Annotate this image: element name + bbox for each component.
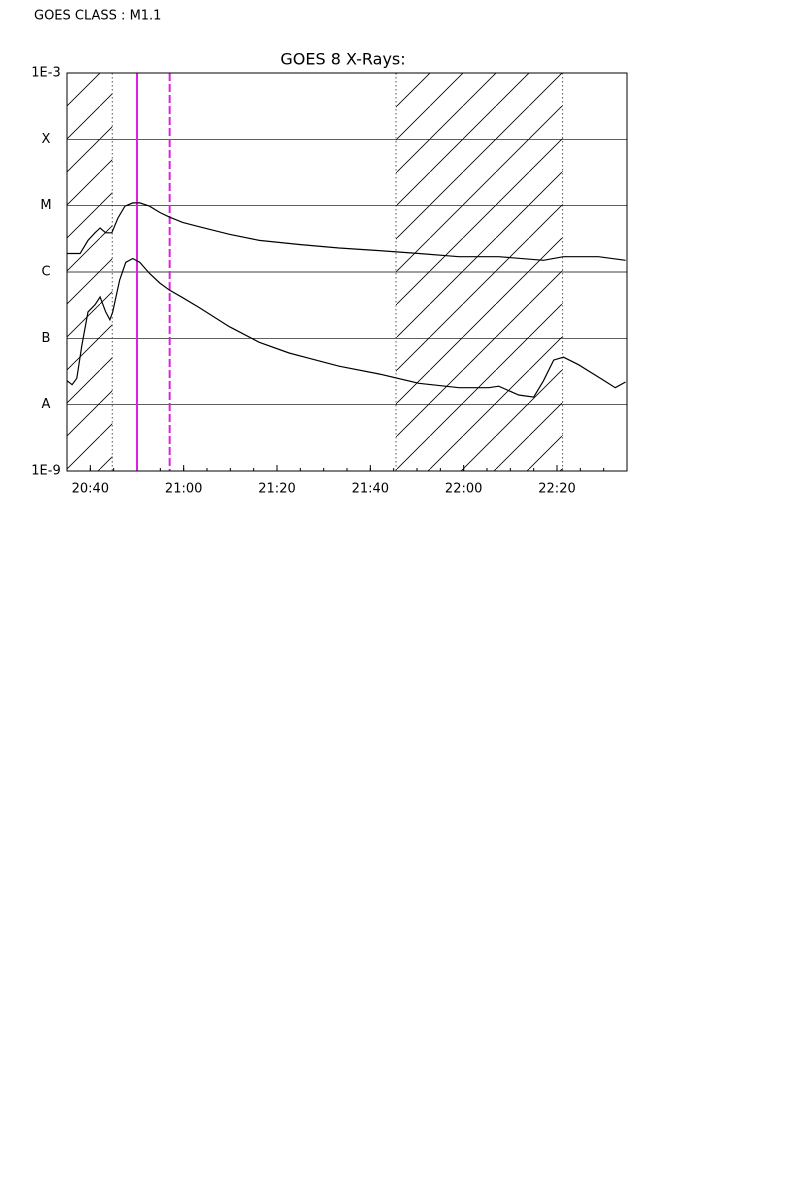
x-tick-label: 22:00 <box>445 482 482 497</box>
x-tick-label: 21:00 <box>165 482 202 497</box>
y-tick-label: A <box>42 397 51 412</box>
plot-frame <box>66 72 628 472</box>
flux-line <box>67 202 626 261</box>
header: GOES CLASS : M1.1 <box>34 9 161 24</box>
y-tick-label: B <box>42 331 51 346</box>
x-tick-label: 20:40 <box>72 482 109 497</box>
y-tick-label: 1E-3 <box>31 66 60 81</box>
chart-title: GOES 8 X-Rays: <box>280 50 405 69</box>
flux-line <box>66 257 626 398</box>
y-tick-label: X <box>42 132 51 147</box>
y-tick-label: C <box>41 265 50 280</box>
x-tick-label: 21:40 <box>352 482 389 497</box>
x-tick-label: 21:20 <box>258 482 295 497</box>
y-tick-label: 1E-9 <box>31 464 60 479</box>
y-tick-label: M <box>40 198 51 213</box>
x-tick-label: 22:20 <box>538 482 575 497</box>
